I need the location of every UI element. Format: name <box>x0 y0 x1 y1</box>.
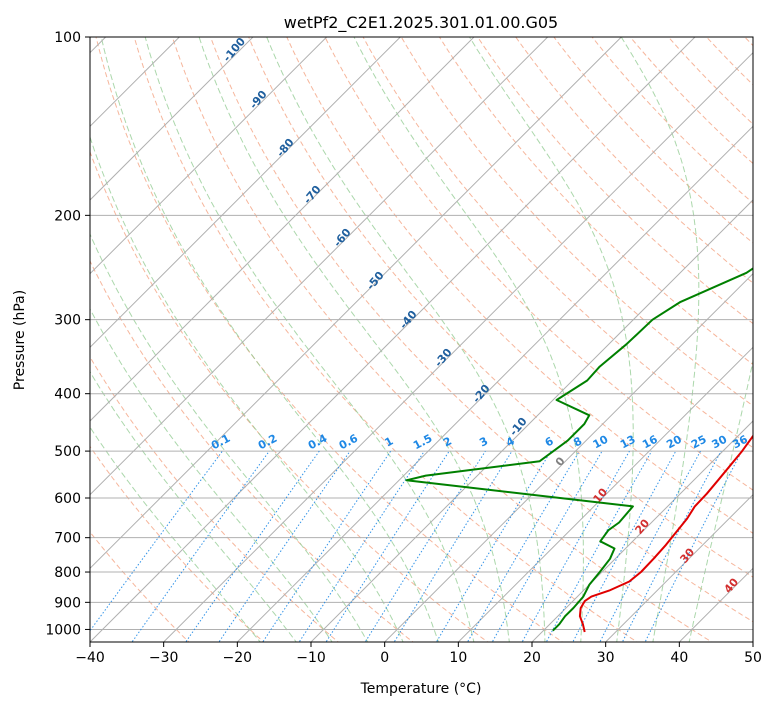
mixing-ratio-line <box>298 450 425 642</box>
dry-adiabat <box>324 37 753 491</box>
x-tick-label: 20 <box>523 650 541 666</box>
isotherm <box>90 37 622 570</box>
isotherm <box>310 199 753 642</box>
mixing-ratio-line <box>644 450 743 642</box>
isotherm <box>163 51 753 642</box>
y-tick-label: 700 <box>54 531 81 547</box>
moist-adiabat <box>90 370 297 642</box>
isotherm <box>90 37 254 201</box>
isotherm <box>236 125 753 642</box>
mixing-ratio-line <box>572 450 677 642</box>
x-tick-label: −40 <box>75 650 105 666</box>
dry-adiabat <box>438 37 753 366</box>
x-tick-label: −20 <box>223 650 253 666</box>
y-tick-label: 300 <box>54 313 81 329</box>
moist-adiabat <box>620 37 700 642</box>
x-tick-label: 30 <box>597 650 615 666</box>
x-tick-label: 10 <box>449 650 467 666</box>
moist-adiabat <box>266 37 546 642</box>
dry-adiabat <box>362 37 753 449</box>
x-tick-label: 40 <box>670 650 688 666</box>
dry-adiabat <box>90 150 489 642</box>
mixing-ratio-line <box>218 450 351 642</box>
isotherm <box>90 37 549 496</box>
y-axis-label: Pressure (hPa) <box>12 290 28 390</box>
profile-dewpoint <box>405 267 753 632</box>
y-tick-label: 200 <box>54 208 81 224</box>
x-tick-label: 50 <box>744 650 762 666</box>
y-tick-label: 900 <box>54 595 81 611</box>
mixing-ratio-line <box>90 450 223 632</box>
moist-adiabat <box>469 37 634 642</box>
moist-adiabat <box>198 37 510 642</box>
mixing-ratio-line <box>325 450 450 642</box>
mixing-ratio-line <box>393 450 513 642</box>
profiles <box>405 267 753 633</box>
x-tick-label: 0 <box>380 650 389 666</box>
isotherm <box>531 420 753 642</box>
moist-adiabat <box>144 37 475 642</box>
isotherm <box>90 37 401 349</box>
x-axis: −40 −30 −20 −10 0 10 20 30 40 50 <box>75 642 762 666</box>
mixing-ratio-line <box>621 450 722 642</box>
mixing-ratio-label: 20 <box>664 433 684 452</box>
isotherm <box>90 37 328 275</box>
mixing-ratio-line <box>599 450 701 642</box>
x-axis-label: Temperature (°C) <box>360 681 482 697</box>
x-tick-label: −30 <box>149 650 179 666</box>
mixing-ratio-line <box>364 450 486 642</box>
mixing-ratio-line <box>262 450 392 642</box>
isotherm <box>90 37 696 642</box>
mixing-ratio-line <box>435 450 552 642</box>
x-tick-label: −10 <box>296 650 326 666</box>
plot-frame <box>89 36 754 643</box>
mixing-ratio-line <box>491 450 603 642</box>
y-tick-label: 1000 <box>45 622 81 638</box>
moist-adiabat <box>353 37 584 642</box>
y-tick-label: 500 <box>54 444 81 460</box>
mixing-ratio-line <box>466 450 580 642</box>
mixing-ratio-label: 30 <box>710 433 730 452</box>
chart-title: wetPf2_C2E1.2025.301.01.00.G05 <box>284 13 558 33</box>
mixing-ratio-label: 10 <box>591 433 611 452</box>
isotherm <box>384 272 753 642</box>
mixing-ratio-label: 13 <box>618 433 638 452</box>
y-tick-label: 100 <box>54 30 81 46</box>
y-tick-label: 800 <box>54 565 81 581</box>
isotherm <box>90 37 475 422</box>
mixing-ratio-line <box>185 450 320 642</box>
mixing-ratio-line <box>131 450 270 642</box>
dry-adiabat <box>248 37 753 578</box>
plot-grid <box>90 37 753 642</box>
profile-temperature <box>578 434 753 633</box>
mixing-ratio-label: 16 <box>640 433 660 452</box>
mixing-ratio-label: 25 <box>689 433 709 452</box>
y-tick-label: 400 <box>54 387 81 403</box>
y-tick-label: 600 <box>54 491 81 507</box>
isotherm <box>457 346 753 642</box>
isotherm <box>605 493 753 642</box>
dry-adiabat <box>171 37 713 642</box>
dry-adiabat <box>286 37 753 534</box>
y-axis: 100 200 300 400 500 600 700 800 900 1000 <box>45 30 90 638</box>
